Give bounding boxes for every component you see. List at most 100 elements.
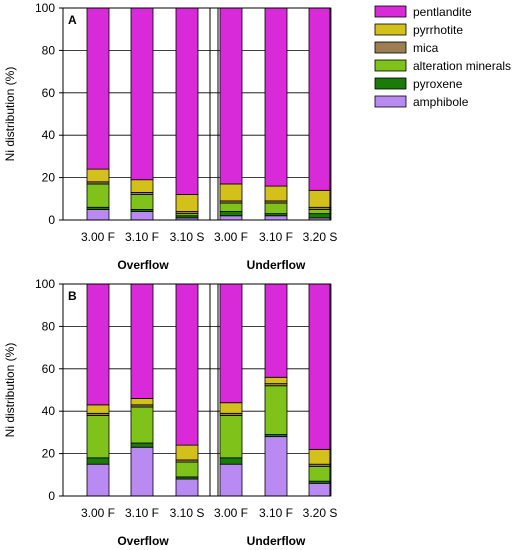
bar-segment-pyrrhotite	[308, 189, 332, 208]
bar-segment-pentlandite	[130, 7, 154, 181]
bar-stack	[130, 7, 154, 221]
y-tick-label: 60	[42, 86, 56, 100]
bar-segment-alteration-minerals	[86, 183, 110, 208]
bar-stack	[86, 283, 110, 497]
y-tick-label: 20	[42, 447, 56, 461]
y-tick-label: 100	[35, 1, 55, 15]
y-tick-label: 40	[42, 128, 56, 142]
bar-stack	[219, 7, 243, 221]
legend-swatch	[374, 5, 407, 18]
bar-stack	[219, 283, 243, 497]
bar-segment-pyrrhotite	[175, 194, 199, 212]
x-category-label: 3.10 F	[125, 230, 159, 244]
group-label: Overflow	[117, 534, 169, 548]
y-tick-label: 60	[42, 362, 56, 376]
x-category-label: 3.10 F	[259, 506, 293, 520]
panel-letter: B	[68, 289, 77, 303]
x-category-label: 3.10 S	[170, 506, 205, 520]
panel-letter: A	[68, 13, 77, 27]
bar-segment-pentlandite	[86, 283, 110, 406]
bar-segment-alteration-minerals	[130, 194, 154, 210]
legend-swatch	[374, 59, 407, 72]
legend-label: mica	[413, 41, 439, 55]
x-category-label: 3.10 F	[259, 230, 293, 244]
legend-label: pyroxene	[413, 77, 463, 91]
bar-segment-alteration-minerals	[264, 202, 288, 215]
bar-segment-pyrrhotite	[219, 183, 243, 202]
bar-segment-pyrrhotite	[130, 398, 154, 406]
bar-segment-amphibole	[130, 211, 154, 221]
x-category-label: 3.00 F	[81, 506, 115, 520]
group-label: Underflow	[247, 258, 306, 272]
bar-segment-pyroxene	[219, 457, 243, 465]
bar-segment-pentlandite	[264, 7, 288, 187]
bar-segment-alteration-minerals	[219, 202, 243, 212]
legend-swatch	[374, 95, 407, 108]
legend-label: pentlandite	[413, 5, 472, 19]
group-label: Underflow	[247, 534, 306, 548]
legend-swatch	[374, 23, 407, 36]
bar-segment-alteration-minerals	[308, 208, 332, 215]
x-category-label: 3.10 F	[125, 506, 159, 520]
x-category-label: 3.10 S	[170, 230, 205, 244]
bar-segment-pentlandite	[86, 7, 110, 170]
y-tick-label: 20	[42, 171, 56, 185]
x-category-label: 3.00 F	[81, 230, 115, 244]
bar-segment-pyrrhotite	[264, 185, 288, 202]
bar-segment-pyrrhotite	[86, 404, 110, 414]
bar-stack	[130, 283, 154, 497]
bar-segment-pentlandite	[175, 7, 199, 195]
bar-stack	[308, 7, 332, 221]
plot-frame	[62, 7, 331, 221]
bar-stack	[175, 283, 199, 497]
bar-segment-pentlandite	[308, 7, 332, 191]
bar-segment-pentlandite	[219, 7, 243, 185]
legend: pentlandite pyrrhotite mica alteration mine…	[374, 5, 511, 109]
bar-segment-amphibole	[264, 215, 288, 221]
bar-segment-pentlandite	[175, 283, 199, 446]
y-axis-label: Ni distribution (%)	[3, 343, 17, 438]
bar-segment-amphibole	[175, 478, 199, 497]
bar-segment-pentlandite	[130, 283, 154, 399]
bar-segment-amphibole	[86, 463, 110, 497]
group-label: Overflow	[117, 258, 169, 272]
legend-label: pyrrhotite	[413, 23, 463, 37]
y-tick-label: 0	[48, 489, 55, 503]
bar-segment-pyroxene	[86, 457, 110, 465]
bar-segment-pyroxene	[130, 442, 154, 448]
bar-stack	[175, 7, 199, 221]
bar-segment-amphibole	[308, 482, 332, 497]
y-tick-label: 80	[42, 319, 56, 333]
bar-segment-alteration-minerals	[219, 415, 243, 459]
y-tick-label: 80	[42, 43, 56, 57]
bar-stack	[86, 7, 110, 221]
chart-panel-b: 0 20 40 60 80 100 3.00 F 3.10 F 3.10 S 3.00 F 3.10…	[3, 277, 337, 548]
bar-segment-pentlandite	[308, 283, 332, 450]
bar-stack	[264, 7, 288, 221]
legend-swatch	[374, 41, 407, 54]
y-tick-label: 0	[48, 213, 55, 227]
bar-segment-alteration-minerals	[264, 385, 288, 435]
x-category-label: 3.00 F	[214, 230, 248, 244]
plot-frame	[62, 283, 331, 497]
y-tick-label: 100	[35, 277, 55, 291]
y-axis-label: Ni distribution (%)	[3, 67, 17, 162]
bar-segment-amphibole	[130, 446, 154, 497]
bar-segment-alteration-minerals	[86, 415, 110, 459]
bar-segment-amphibole	[219, 215, 243, 221]
bar-segment-amphibole	[219, 463, 243, 497]
bar-stack	[264, 283, 288, 497]
bar-segment-alteration-minerals	[130, 406, 154, 444]
bar-segment-pyrrhotite	[175, 444, 199, 461]
bar-segment-pyroxene	[219, 211, 243, 217]
x-category-label: 3.20 S	[303, 506, 338, 520]
bar-segment-amphibole	[264, 436, 288, 497]
legend-label: amphibole	[413, 95, 469, 109]
bar-segment-alteration-minerals	[308, 465, 332, 482]
bar-segment-pyrrhotite	[308, 448, 332, 465]
bar-segment-pyroxene	[308, 213, 332, 219]
legend-label: alteration minerals	[413, 59, 511, 73]
bar-segment-pyrrhotite	[130, 179, 154, 193]
bar-stack	[308, 283, 332, 497]
